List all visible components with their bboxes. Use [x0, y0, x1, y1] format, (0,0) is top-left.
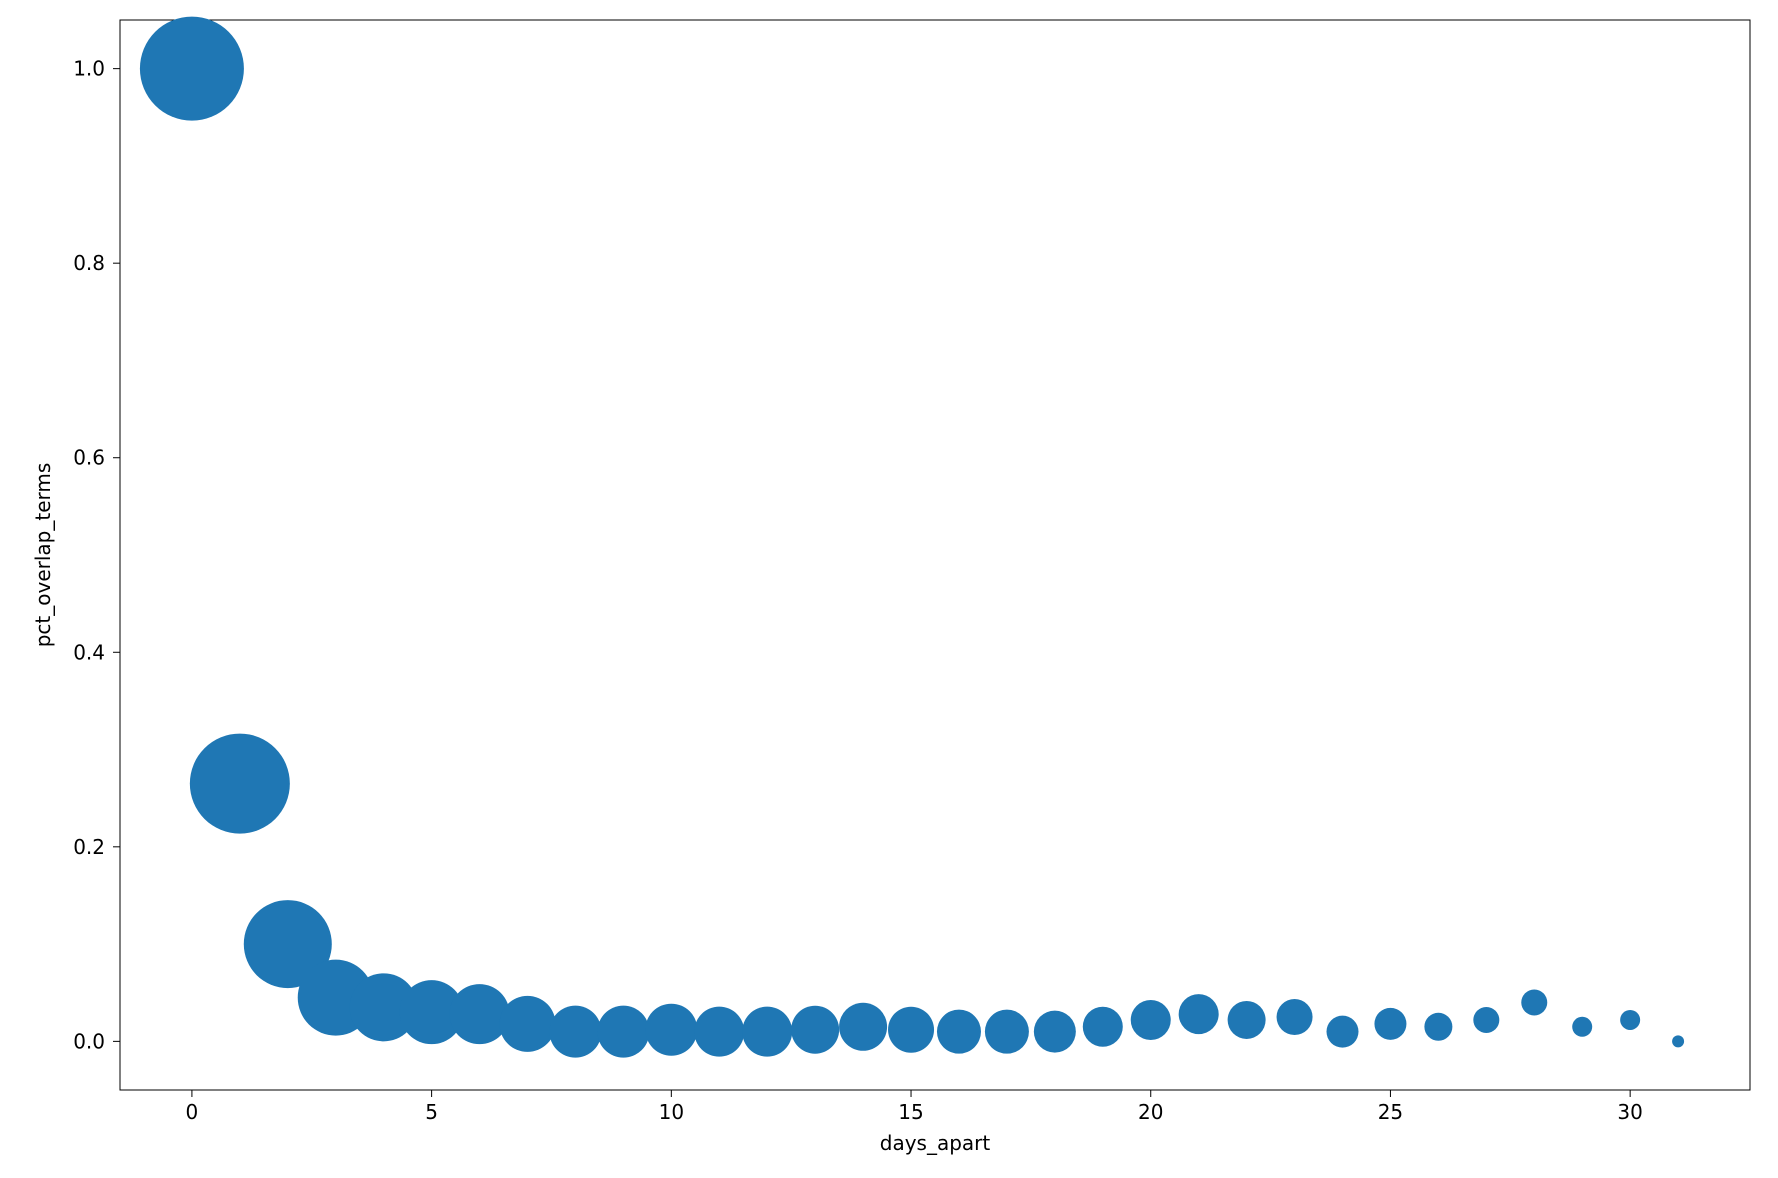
- y-axis-label: pct_overlap_terms: [31, 463, 55, 648]
- data-point: [888, 1007, 934, 1053]
- data-point: [742, 1007, 792, 1057]
- x-tick-label: 10: [659, 1100, 684, 1124]
- data-point: [1228, 1001, 1266, 1039]
- data-point: [500, 996, 556, 1052]
- data-point: [1374, 1008, 1406, 1040]
- chart-svg: 0 5 10 15 20 25 30 0.0 0.2 0.4 0.6 0.8 1.0 days_apart…: [0, 0, 1778, 1178]
- data-point: [1179, 994, 1219, 1034]
- data-point: [1083, 1007, 1123, 1047]
- data-point: [1277, 999, 1313, 1035]
- data-point: [597, 1006, 649, 1058]
- x-tick-label: 15: [898, 1100, 923, 1124]
- y-tick-label: 0.8: [73, 251, 105, 275]
- y-tick-label: 0.4: [73, 640, 105, 664]
- data-point: [839, 1003, 887, 1051]
- x-tick-label: 25: [1378, 1100, 1403, 1124]
- y-tick-label: 1.0: [73, 57, 105, 81]
- y-tick-label: 0.2: [73, 835, 105, 859]
- data-point: [190, 734, 290, 834]
- data-point: [1034, 1011, 1076, 1053]
- data-point: [1620, 1010, 1640, 1030]
- y-tick-label: 0.6: [73, 446, 105, 470]
- x-tick-label: 30: [1617, 1100, 1642, 1124]
- scatter-chart: 0 5 10 15 20 25 30 0.0 0.2 0.4 0.6 0.8 1.0 days_apart…: [0, 0, 1778, 1178]
- x-axis-label: days_apart: [880, 1131, 991, 1155]
- data-point: [645, 1004, 697, 1056]
- y-tick-label: 0.0: [73, 1029, 105, 1053]
- data-point: [1572, 1017, 1592, 1037]
- data-point: [791, 1006, 839, 1054]
- data-point: [1521, 989, 1547, 1015]
- x-tick-label: 0: [186, 1100, 199, 1124]
- data-point: [1327, 1016, 1359, 1048]
- data-point: [694, 1007, 744, 1057]
- data-point: [549, 1006, 601, 1058]
- data-point: [140, 17, 244, 121]
- data-point: [1424, 1013, 1452, 1041]
- data-point: [1672, 1035, 1684, 1047]
- x-tick-label: 20: [1138, 1100, 1163, 1124]
- data-point: [450, 984, 510, 1044]
- data-point: [1131, 1000, 1171, 1040]
- data-point: [985, 1010, 1029, 1054]
- x-tick-label: 5: [425, 1100, 438, 1124]
- data-point: [937, 1010, 981, 1054]
- data-point: [1473, 1007, 1499, 1033]
